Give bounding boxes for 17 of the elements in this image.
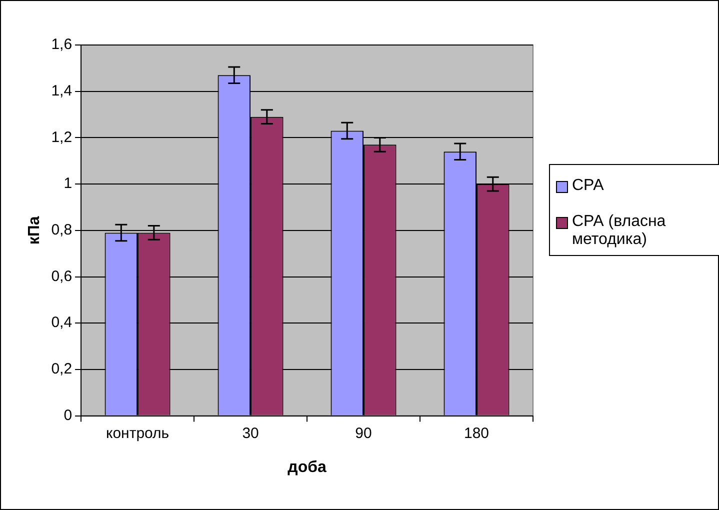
- x-axis-title: доба: [288, 458, 326, 476]
- y-tick-label: 1,2: [51, 128, 72, 146]
- legend-label: СРА (власна методика): [572, 213, 667, 249]
- y-tick-label: 0: [64, 406, 72, 424]
- y-tick-label: 1,6: [51, 36, 72, 54]
- y-tick-label: 0,2: [51, 360, 72, 378]
- x-tick-label: контроль: [106, 424, 170, 442]
- y-tick-label: 0,6: [51, 268, 72, 285]
- y-axis-title: кПа: [26, 216, 44, 245]
- y-tick-label: 1,4: [51, 82, 72, 100]
- y-tick-label: 0,4: [51, 314, 72, 332]
- x-tick-label: 30: [242, 424, 259, 442]
- legend-label: СРА: [572, 177, 604, 195]
- y-tick-label: 0,8: [51, 222, 72, 239]
- x-tick-label: 180: [464, 424, 490, 442]
- x-tick-label: 90: [355, 424, 372, 442]
- y-tick-label: 1: [64, 175, 72, 192]
